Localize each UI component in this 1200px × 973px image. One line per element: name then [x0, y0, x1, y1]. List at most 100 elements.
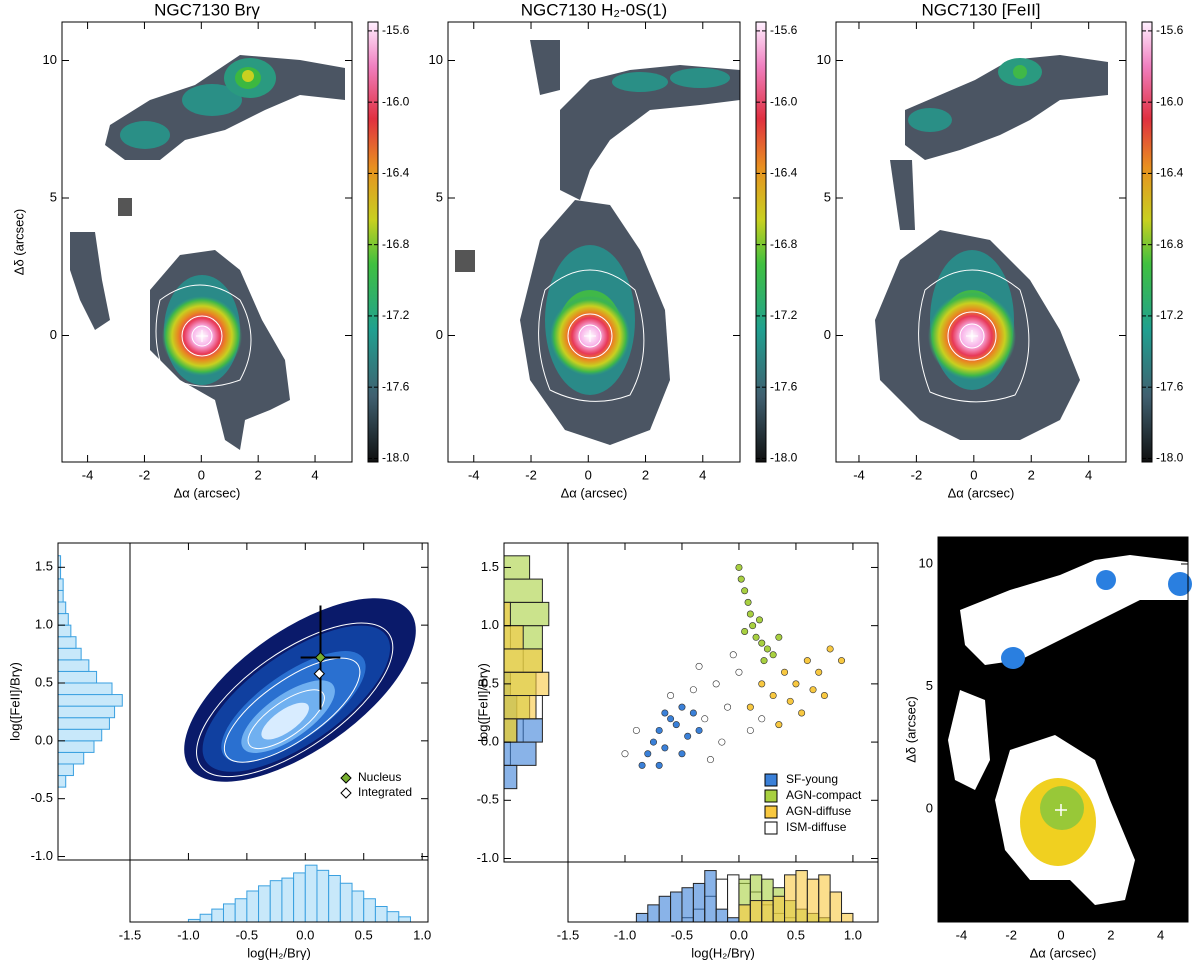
histogram-bar [647, 904, 660, 923]
histogram-bar [761, 900, 774, 923]
histogram-bar [57, 624, 72, 638]
histogram-bar [715, 908, 729, 923]
histogram-bar [503, 718, 518, 743]
x-tick-label: -0.5 [671, 927, 693, 942]
point [724, 703, 732, 711]
plot-frame [835, 21, 1127, 463]
histogram-bar [503, 648, 543, 673]
histogram-bar [635, 912, 649, 923]
legend-marker [764, 821, 778, 835]
legend-marker [764, 805, 778, 819]
x-tick-label: 4 [1085, 467, 1092, 482]
histogram-bar [681, 887, 694, 923]
histogram-bar [57, 694, 123, 707]
colorbar-tick-label: -16.4 [1156, 166, 1184, 180]
point [741, 587, 749, 595]
point [735, 668, 743, 676]
x-tick-label: -2 [525, 467, 537, 482]
colorbar-tick-label: -15.6 [770, 23, 798, 37]
x-tick-label: 2 [1107, 927, 1114, 942]
point [763, 645, 771, 653]
x-tick-label: 2 [642, 467, 649, 482]
x-tick-label: -2 [139, 467, 151, 482]
legend-marker [764, 773, 778, 787]
histogram-frame [129, 859, 429, 923]
emission-map [455, 40, 740, 445]
colorbar-tick-label: -16.0 [770, 94, 798, 108]
point [786, 697, 794, 705]
point [737, 575, 745, 583]
histogram-bar [57, 717, 110, 730]
y-tick-label: 0 [50, 327, 57, 342]
legend-label: AGN-compact [786, 788, 862, 802]
point [820, 692, 828, 700]
histogram-bar [316, 869, 330, 923]
histogram-bar [339, 882, 353, 923]
histogram-bar [749, 900, 763, 923]
histogram-bar [199, 913, 213, 923]
histogram-bar [57, 670, 98, 684]
x-tick-label: -1.0 [614, 927, 636, 942]
colorbar-tick-label: -16.4 [382, 166, 410, 180]
y-tick-label: 10 [817, 52, 831, 67]
point [661, 709, 669, 717]
x-axis-label: log(H₂/Brγ) [247, 945, 311, 960]
legend-marker [340, 772, 352, 784]
histogram-bar [246, 890, 260, 923]
x-tick-label: -1.5 [557, 927, 579, 942]
panel-title: NGC7130 Brγ [154, 0, 260, 19]
histogram-bar [57, 705, 116, 719]
x-tick-label: 0 [1057, 927, 1064, 942]
histogram-bar [57, 751, 85, 765]
point [661, 744, 669, 752]
point [781, 668, 789, 676]
point [803, 657, 811, 665]
histogram-frame [57, 542, 131, 861]
histogram-bar [386, 911, 400, 923]
x-tick-label: -4 [82, 467, 94, 482]
histogram-bar [57, 589, 64, 603]
point [701, 715, 709, 723]
point [746, 703, 754, 711]
colorbar-tick-label: -17.6 [382, 379, 410, 393]
histogram-bar [658, 895, 672, 923]
panel-title: NGC7130 H₂-0S(1) [521, 0, 667, 19]
point [792, 680, 800, 688]
histogram-frame [503, 542, 569, 863]
histogram-bar [57, 613, 69, 626]
histogram-bar [57, 763, 74, 777]
histogram-bar [351, 890, 365, 923]
colorbar-tick-label: -17.6 [1156, 379, 1184, 393]
histogram-bar [57, 578, 64, 591]
y-axis-label: Δδ (arcsec) [11, 209, 26, 275]
y-tick-label: 1.0 [481, 617, 499, 632]
point [314, 651, 327, 664]
point [758, 715, 766, 723]
y-tick-label: 0 [436, 327, 443, 342]
colorbar-tick-label: -15.6 [382, 23, 410, 37]
point [752, 633, 760, 641]
histogram-bar [670, 891, 683, 923]
classification-map [938, 537, 1192, 922]
colorbar-tick-label: -17.2 [1156, 308, 1184, 322]
y-axis-label: log([FeII]/Brγ) [7, 662, 22, 741]
y-tick-label: 5 [436, 189, 443, 204]
y-tick-label: 10 [43, 52, 57, 67]
point [769, 692, 777, 700]
y-tick-label: 0 [926, 801, 933, 816]
y-axis-label: Δδ (arcsec) [903, 696, 918, 762]
histogram-bar [57, 601, 67, 615]
y-tick-label: -0.5 [31, 790, 53, 805]
colorbar-tick-label: -16.0 [1156, 94, 1184, 108]
point [667, 715, 675, 723]
plot-frame [61, 21, 353, 463]
point [838, 657, 846, 665]
point [775, 633, 783, 641]
colorbar-tick-label: -16.8 [382, 237, 410, 251]
point [775, 721, 783, 729]
plot-frame [937, 536, 1189, 923]
point [678, 750, 686, 758]
y-tick-label: 10 [429, 52, 443, 67]
histogram-bar [57, 682, 113, 696]
